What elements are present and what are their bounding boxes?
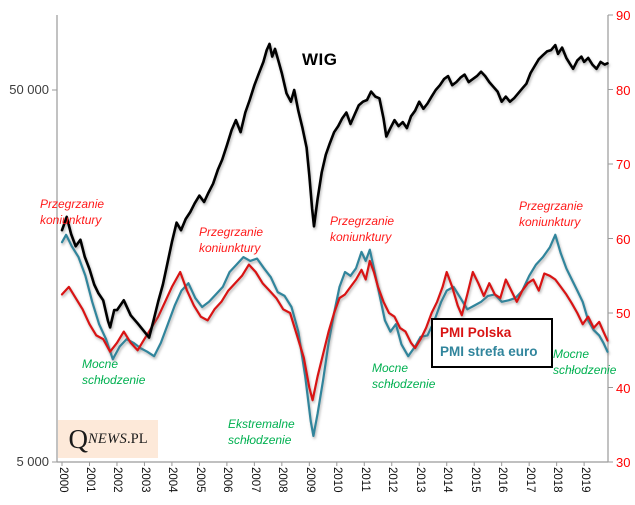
watermark-pl: .PL [127,430,148,447]
right-axis-label: 50 [616,306,631,321]
x-axis-year-label: 2000 [56,467,69,493]
annotation-line: Przegrzanie [519,199,584,213]
annotation-overheating: Przegrzanie koniunktury [519,198,583,230]
annotation-overheating: Przegrzanie koniunktury [330,213,394,245]
right-axis-label: 70 [616,157,631,172]
annotation-line: Przegrzanie [330,214,395,228]
right-axis-label: 30 [616,455,631,470]
x-axis-year-label: 2010 [331,467,344,493]
annotation-overheating: Przegrzanie koniunktury [199,224,263,256]
x-axis-year-label: 2005 [193,467,206,493]
annotation-line: schłodzenie [228,433,292,447]
annotation-strong-cooling: Mocne schłodzenie [82,356,145,388]
legend-label-pmi-poland: PMI Polska [440,325,512,340]
annotation-line: schłodzenie [372,377,436,391]
x-axis-year-label: 2012 [386,467,399,493]
x-axis-year-label: 2016 [496,467,509,493]
annotation-line: koniunktury [519,215,581,229]
x-axis-year-label: 2008 [276,467,289,493]
annotation-line: koniunktury [199,241,261,255]
chart-title-wig: WIG [302,50,338,69]
wig-line [60,42,609,339]
x-axis-year-label: 2006 [221,467,234,493]
left-axis-label: 50 000 [9,82,49,97]
x-axis-year-label: 2009 [303,467,316,493]
x-axis-year-label: 2015 [468,467,481,493]
x-axis-year-label: 2019 [578,467,591,493]
x-axis-year-label: 2001 [83,467,96,493]
annotation-strong-cooling: Mocne schłodzenie [372,360,435,392]
annotation-line: schłodzenie [82,373,146,387]
x-axis-year-label: 2013 [413,467,426,493]
annotation-line: koniunktury [330,230,392,244]
annotation-line: Mocne [372,361,409,375]
right-axis-label: 60 [616,231,631,247]
annotation-line: Przegrzanie [199,225,264,239]
left-axis-label: 5 000 [16,454,49,469]
x-axis-year-label: 2011 [358,467,371,492]
right-axis-label: 40 [616,380,631,396]
annotation-extreme-cooling: Ekstremalne schłodzenie [228,416,295,448]
pmi-poland-line [60,259,609,402]
legend-label-pmi-euro: PMI strefa euro [440,344,538,359]
x-axis-year-label: 2017 [523,467,536,493]
annotation-line: Ekstremalne [228,417,295,431]
watermark-news: NEWS [87,430,127,447]
annotation-overheating: Przegrzanie koniunktury [40,196,104,228]
legend-box: PMI Polska PMI strefa euro [431,318,553,368]
x-axis-year-label: 2002 [111,467,124,493]
x-axis-year-label: 2007 [248,467,261,493]
right-axis-label: 90 [616,8,631,23]
x-axis-year-label: 2018 [551,467,564,493]
annotation-line: Mocne [553,347,590,361]
annotation-strong-cooling: Mocne schłodzenie [553,346,616,378]
watermark-logo: Q NEWS .PL [58,420,158,458]
watermark-q: Q [68,424,88,454]
right-axis-label: 80 [616,82,631,98]
annotation-line: koniunktury [40,213,102,227]
x-axis-year-label: 2003 [138,467,151,493]
x-axis-year-label: 2014 [441,467,454,493]
annotation-line: Mocne [82,357,119,371]
x-axis-year-label: 2004 [166,467,179,493]
annotation-line: Przegrzanie [40,197,105,211]
annotation-line: schłodzenie [553,363,617,377]
